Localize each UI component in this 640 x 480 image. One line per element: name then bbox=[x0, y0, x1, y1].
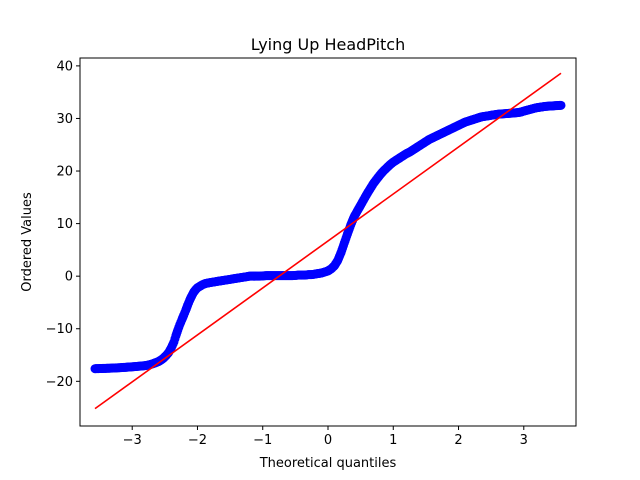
x-tick-label: 3 bbox=[520, 433, 528, 448]
x-tick-label: 2 bbox=[454, 433, 462, 448]
x-tick-label: −1 bbox=[253, 433, 272, 448]
y-tick-label: 40 bbox=[56, 59, 73, 74]
y-tick-label: 20 bbox=[56, 165, 73, 180]
y-tick-label: −20 bbox=[46, 375, 73, 390]
fit-line bbox=[94, 72, 562, 410]
y-tick-label: 30 bbox=[56, 112, 73, 127]
y-axis-ticks: −20 −10 0 10 20 30 40 bbox=[46, 59, 80, 390]
x-tick-label: 0 bbox=[324, 433, 332, 448]
data-point bbox=[556, 100, 566, 110]
x-axis-ticks: −3 −2 −1 0 1 2 3 bbox=[123, 426, 528, 448]
plot-area bbox=[90, 72, 566, 410]
y-tick-label: −10 bbox=[46, 322, 73, 337]
x-tick-label: −2 bbox=[188, 433, 207, 448]
y-axis-label: Ordered Values bbox=[20, 192, 35, 292]
x-tick-label: −3 bbox=[123, 433, 142, 448]
chart-title: Lying Up HeadPitch bbox=[251, 35, 405, 54]
data-points bbox=[90, 100, 566, 374]
axes-frame bbox=[79, 57, 577, 427]
y-tick-label: 10 bbox=[56, 217, 73, 232]
x-axis-label: Theoretical quantiles bbox=[259, 456, 397, 471]
y-tick-label: 0 bbox=[65, 270, 73, 285]
x-tick-label: 1 bbox=[389, 433, 397, 448]
